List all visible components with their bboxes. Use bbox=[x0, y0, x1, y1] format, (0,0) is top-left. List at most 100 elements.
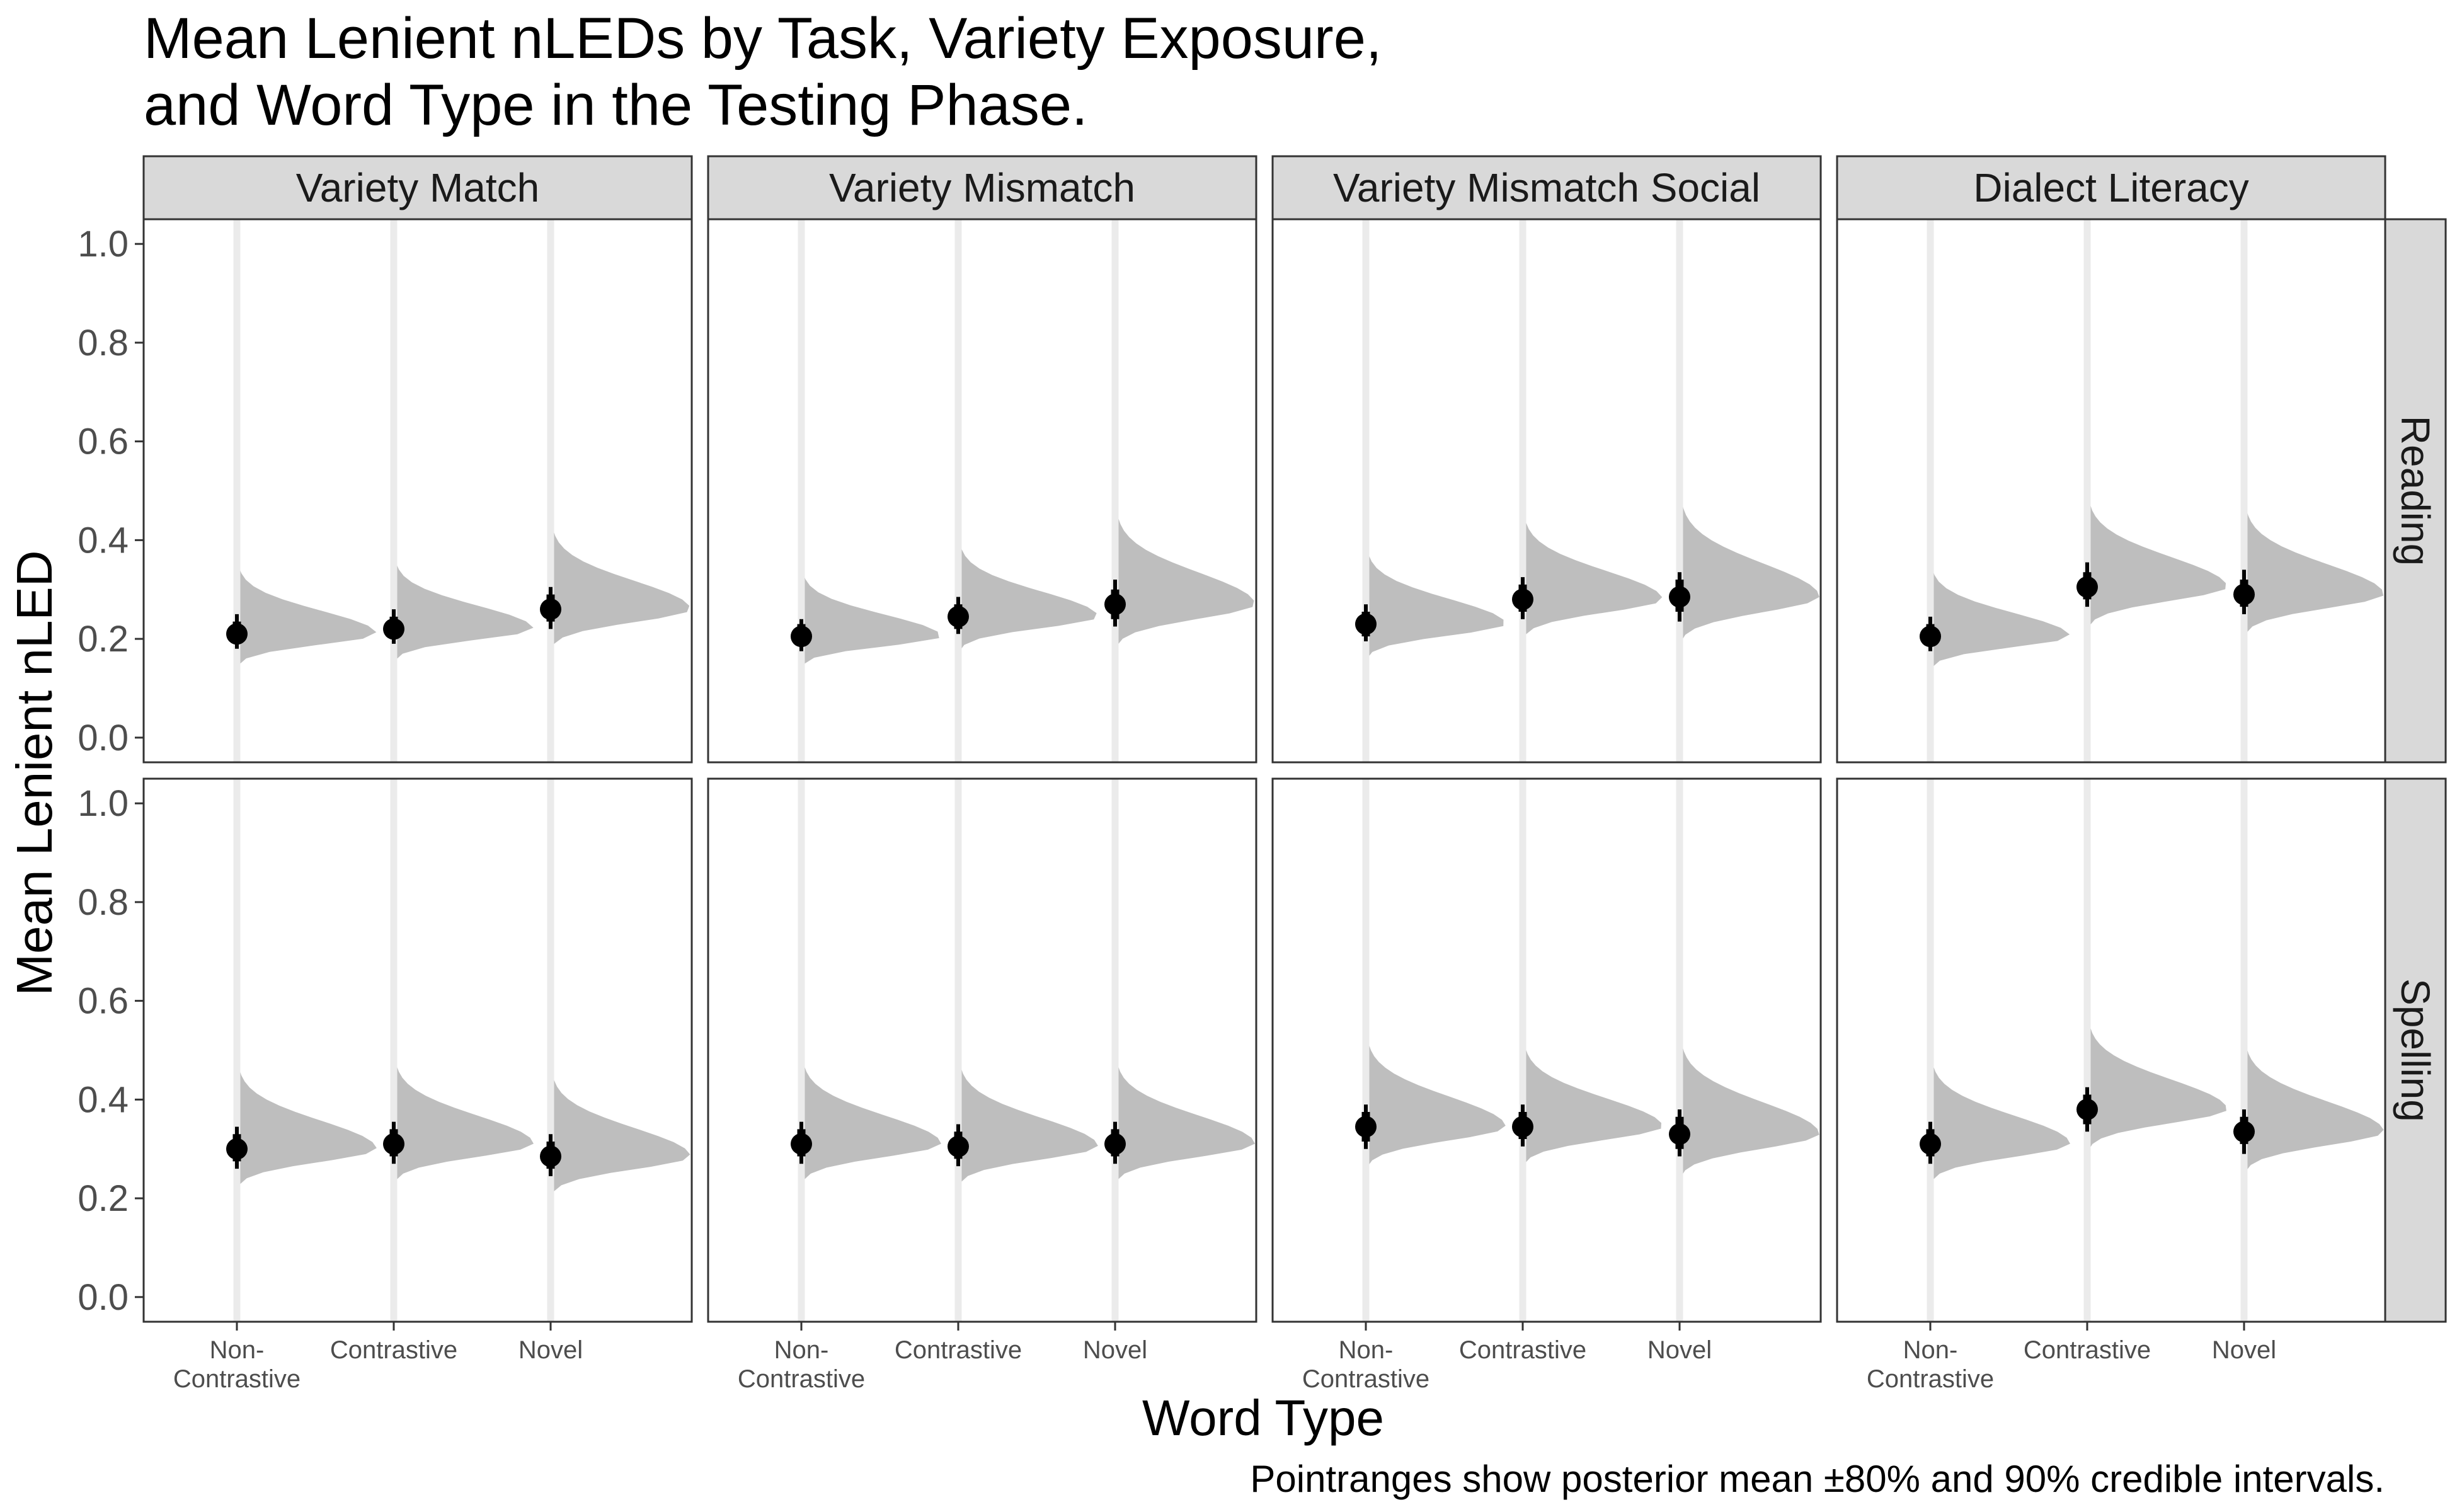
panel-spelling-variety-mismatch bbox=[707, 777, 1257, 1323]
x-tick-label: Contrastive bbox=[330, 1336, 457, 1364]
density-slab bbox=[237, 779, 377, 1203]
facet-strip-dialect-literacy bbox=[1836, 155, 2386, 220]
y-tick-label: 0.6 bbox=[77, 981, 129, 1022]
facet-strip-variety-mismatch-social bbox=[1271, 155, 1822, 220]
facet-strip-label: Spelling bbox=[2393, 978, 2438, 1122]
mean-point bbox=[791, 1133, 812, 1155]
chart-caption: Pointranges show posterior mean ±80% and… bbox=[1250, 1458, 2385, 1500]
panel-border bbox=[1836, 777, 2386, 1323]
panel-reading-variety-match bbox=[142, 218, 693, 764]
y-tick-label: 0.4 bbox=[77, 1079, 129, 1120]
mean-point bbox=[1669, 1123, 1690, 1145]
panel-background bbox=[1837, 219, 2385, 762]
panel-background bbox=[144, 779, 692, 1322]
panel-spelling-variety-match bbox=[142, 777, 693, 1323]
density-slab bbox=[2087, 779, 2226, 1167]
y-tick-label: 0.2 bbox=[77, 1178, 129, 1219]
mean-point bbox=[1920, 626, 1941, 648]
y-axis-title: Mean Lenient nLED bbox=[6, 550, 62, 995]
panel-border bbox=[1271, 777, 1822, 1323]
mean-point bbox=[1512, 1116, 1533, 1138]
mean-point bbox=[540, 598, 561, 621]
x-tick-label: Contrastive bbox=[1459, 1336, 1586, 1364]
y-tick-label: 0.8 bbox=[77, 323, 129, 364]
density-slab bbox=[394, 779, 534, 1198]
y-tick-label: 1.0 bbox=[77, 224, 129, 265]
density-slab bbox=[2087, 219, 2226, 644]
density-slab bbox=[551, 779, 690, 1210]
x-tick-label: Novel bbox=[1647, 1336, 1712, 1364]
mean-point bbox=[383, 1133, 404, 1155]
density-slab bbox=[801, 219, 939, 678]
panel-background bbox=[144, 219, 692, 762]
panel-border bbox=[707, 777, 1257, 1323]
mean-point bbox=[948, 1135, 969, 1157]
mean-point bbox=[1104, 593, 1126, 616]
panel-reading-variety-mismatch-social bbox=[1271, 218, 1822, 764]
facet-strip-spelling bbox=[2384, 777, 2447, 1323]
x-tick-label: Non-Contrastive bbox=[1302, 1336, 1429, 1393]
y-tick-label: 0.2 bbox=[77, 619, 129, 660]
density-slab bbox=[237, 219, 377, 679]
panel-border bbox=[707, 218, 1257, 764]
mean-point bbox=[1512, 588, 1533, 610]
mean-point bbox=[2076, 1099, 2098, 1121]
panel-background bbox=[1837, 779, 2385, 1322]
panel-reading-dialect-literacy bbox=[1836, 218, 2386, 764]
density-slab bbox=[1366, 779, 1506, 1184]
y-tick-label: 0.4 bbox=[77, 520, 129, 561]
panel-background bbox=[708, 219, 1256, 762]
mean-point bbox=[1355, 613, 1377, 635]
panel-spelling-dialect-literacy bbox=[1836, 777, 2386, 1323]
density-slab bbox=[1930, 779, 2070, 1198]
panel-border bbox=[142, 218, 693, 764]
facet-strip-label: Reading bbox=[2393, 416, 2438, 566]
y-tick-label: 0.0 bbox=[77, 1277, 129, 1318]
density-slab bbox=[1115, 219, 1254, 665]
density-slab bbox=[1523, 219, 1663, 653]
facet-strip-label: Dialect Literacy bbox=[1973, 165, 2249, 210]
mean-point bbox=[2233, 583, 2255, 605]
x-tick-label: Novel bbox=[1083, 1336, 1147, 1364]
density-slab bbox=[801, 779, 941, 1198]
facet-strip-reading bbox=[2384, 218, 2447, 764]
density-slab bbox=[1523, 779, 1661, 1181]
facet-strip-variety-mismatch bbox=[707, 155, 1257, 220]
y-tick-label: 0.0 bbox=[77, 718, 129, 759]
mean-point bbox=[1669, 586, 1690, 608]
chart-title-line-2: and Word Type in the Testing Phase. bbox=[144, 73, 1088, 137]
density-slab bbox=[1680, 779, 1819, 1194]
density-slab bbox=[958, 219, 1097, 664]
y-tick-label: 1.0 bbox=[77, 783, 129, 824]
x-tick-label: Novel bbox=[2212, 1336, 2276, 1364]
density-slab bbox=[1115, 779, 1255, 1198]
panel-background bbox=[708, 779, 1256, 1322]
x-tick-label: Contrastive bbox=[2024, 1336, 2151, 1364]
x-tick-label: Non-Contrastive bbox=[173, 1336, 301, 1393]
facet-strip-label: Variety Mismatch Social bbox=[1333, 165, 1760, 210]
facet-strip-label: Variety Match bbox=[296, 165, 540, 210]
y-tick-label: 0.6 bbox=[77, 421, 129, 462]
density-slab bbox=[958, 779, 1098, 1200]
x-axis-title: Word Type bbox=[1142, 1390, 1384, 1446]
density-slab bbox=[2244, 219, 2384, 651]
density-slab bbox=[551, 219, 690, 663]
mean-point bbox=[226, 1138, 248, 1160]
chart-title: Mean Lenient nLEDs by Task, Variety Expo… bbox=[144, 6, 1382, 137]
panel-background bbox=[1273, 219, 1821, 762]
facet-strip-variety-match bbox=[142, 155, 693, 220]
panel-reading-variety-mismatch bbox=[707, 218, 1257, 764]
mean-point bbox=[383, 618, 404, 640]
density-slab bbox=[394, 219, 534, 673]
panel-border bbox=[1271, 218, 1822, 764]
mean-point bbox=[1355, 1116, 1377, 1138]
mean-point bbox=[1104, 1133, 1126, 1155]
density-slab bbox=[2244, 779, 2384, 1189]
x-tick-label: Novel bbox=[518, 1336, 583, 1364]
mean-point bbox=[2076, 576, 2098, 598]
mean-point bbox=[540, 1145, 561, 1167]
panel-background bbox=[1273, 779, 1821, 1322]
facet-grid: Variety Match Variety Mismatch Variety Mis… bbox=[77, 155, 2447, 1393]
facet-strip-label: Variety Mismatch bbox=[829, 165, 1135, 210]
